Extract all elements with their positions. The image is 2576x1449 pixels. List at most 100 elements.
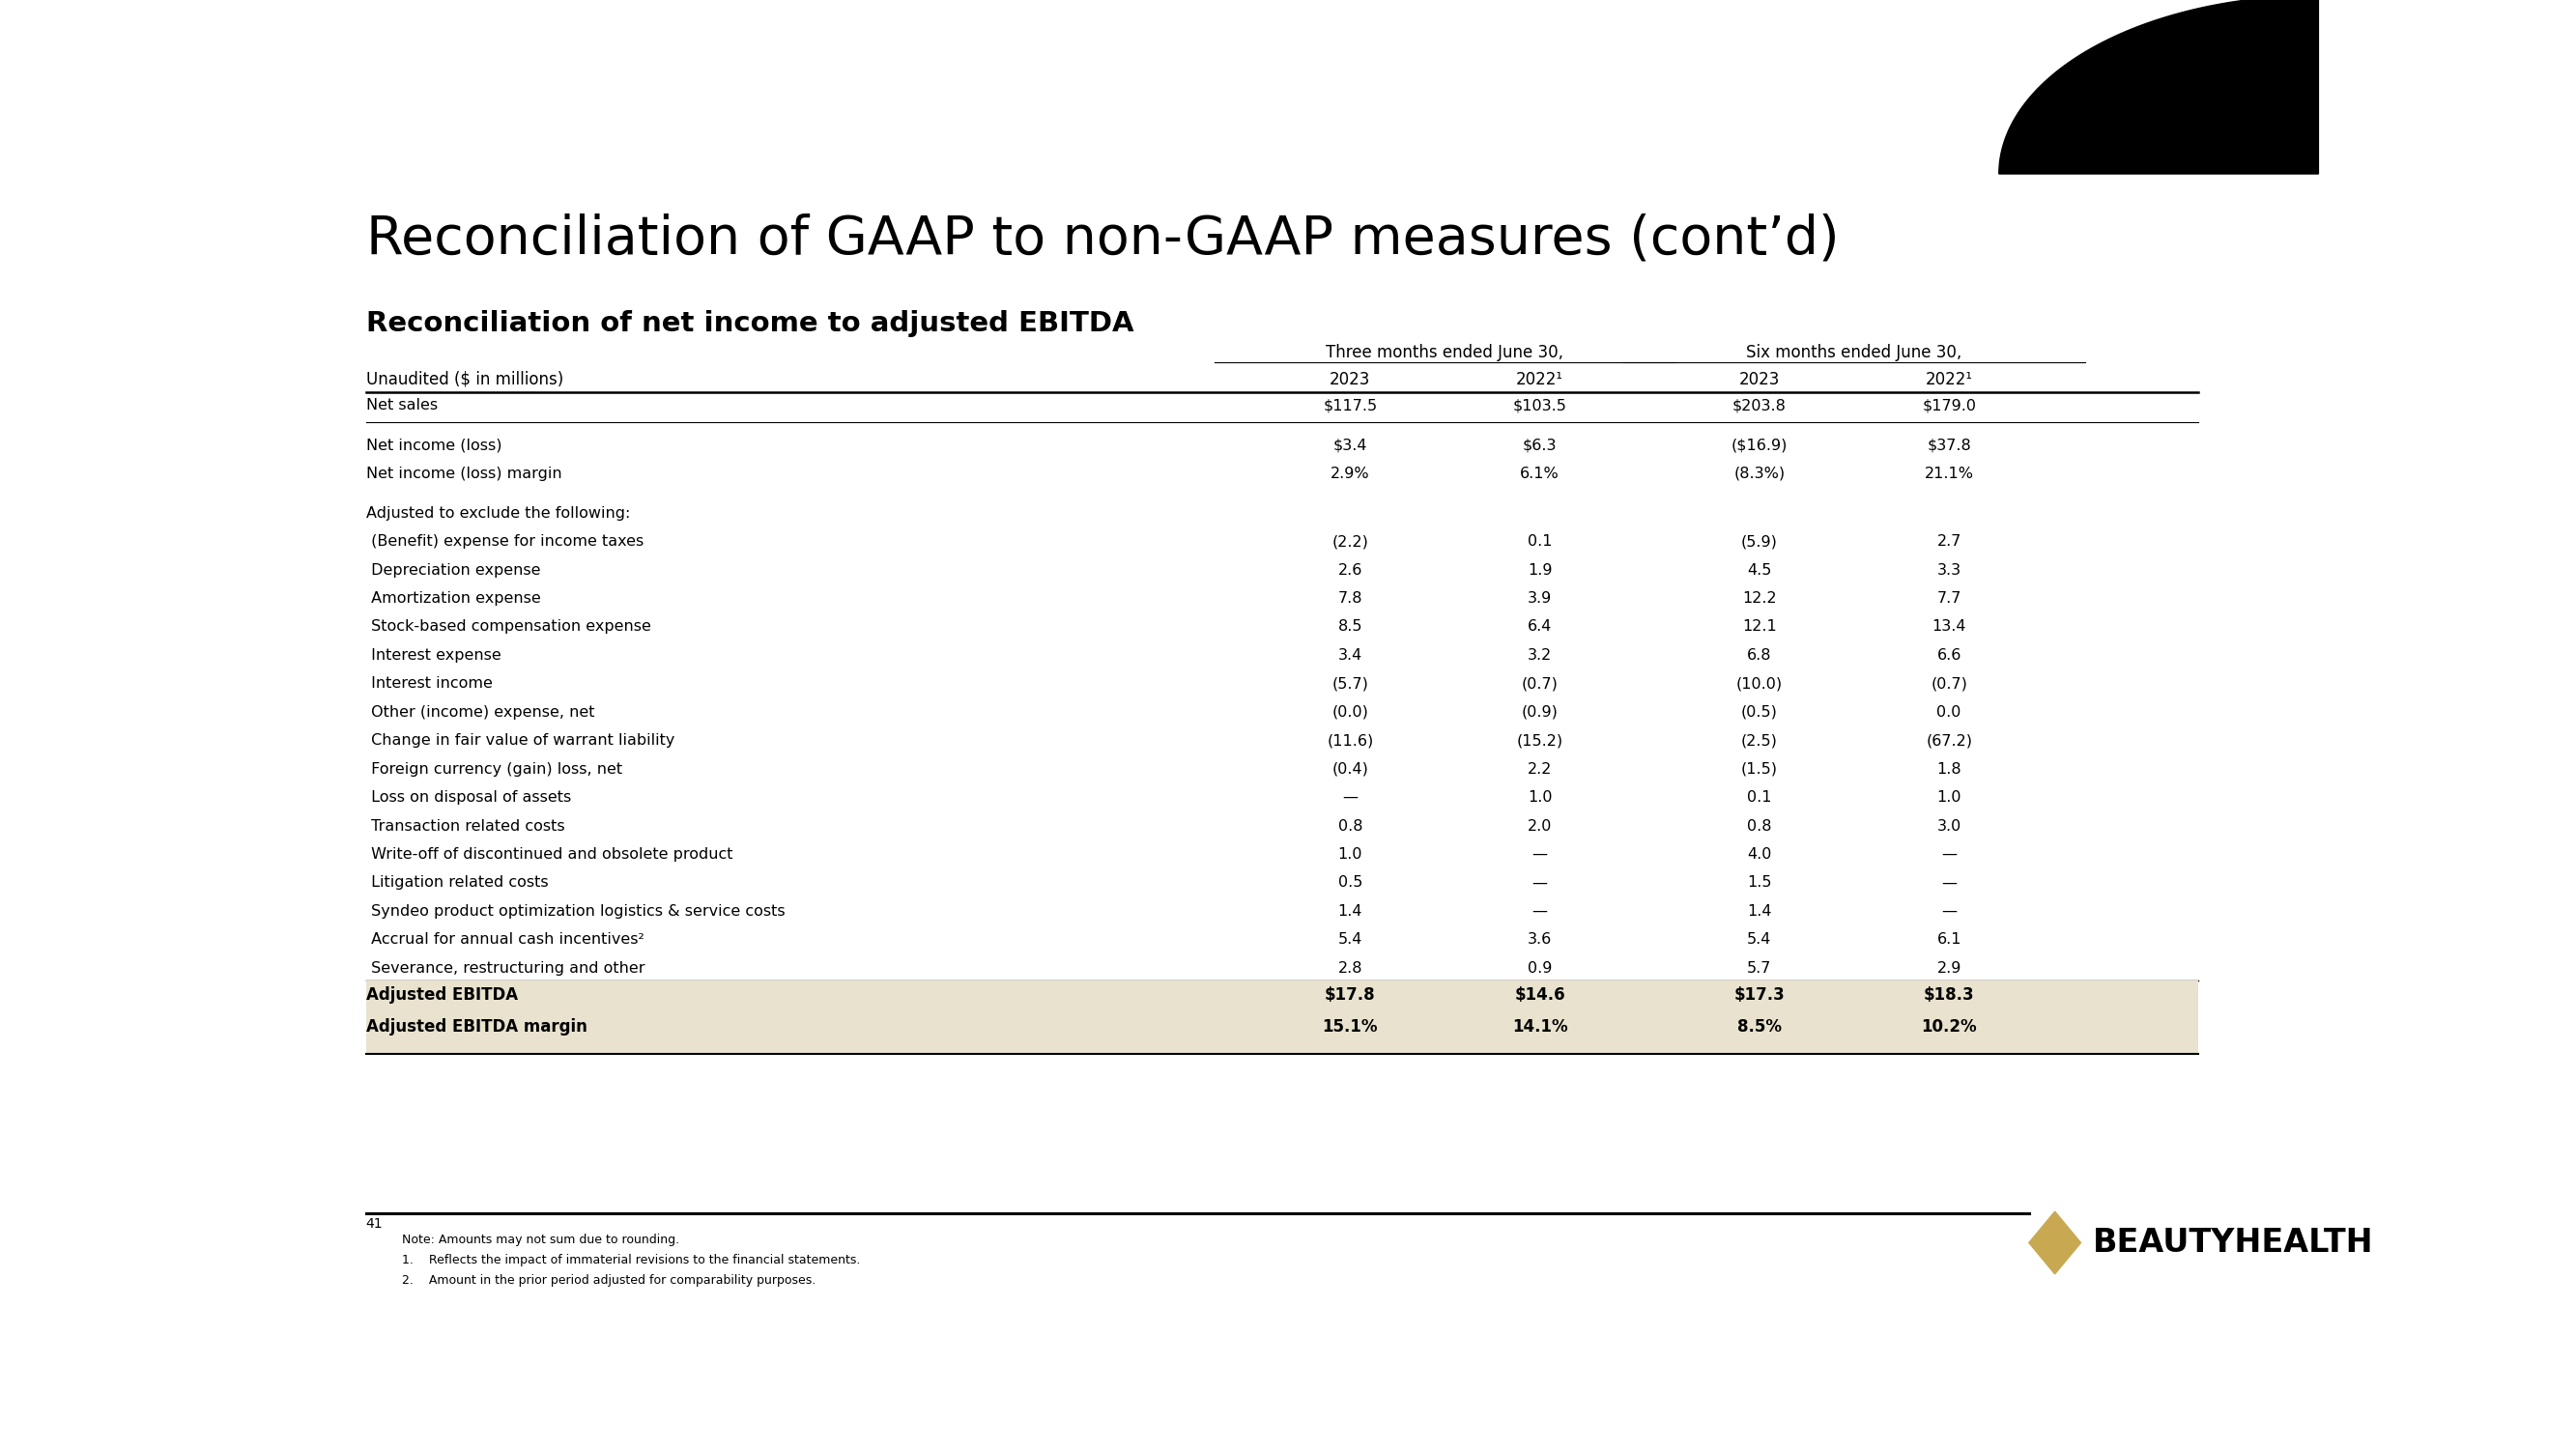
Text: Foreign currency (gain) loss, net: Foreign currency (gain) loss, net bbox=[366, 762, 621, 777]
Text: 0.8: 0.8 bbox=[1747, 819, 1772, 833]
Text: 2023: 2023 bbox=[1329, 371, 1370, 388]
Text: Net sales: Net sales bbox=[366, 398, 438, 413]
Text: 2.7: 2.7 bbox=[1937, 535, 1960, 549]
Text: 2.2: 2.2 bbox=[1528, 762, 1553, 777]
Text: 3.3: 3.3 bbox=[1937, 562, 1960, 577]
Text: $18.3: $18.3 bbox=[1924, 987, 1973, 1004]
Text: $103.5: $103.5 bbox=[1512, 398, 1566, 413]
Text: —: — bbox=[1942, 848, 1958, 862]
Text: Net income (loss): Net income (loss) bbox=[366, 438, 502, 452]
Text: (2.2): (2.2) bbox=[1332, 535, 1368, 549]
Text: Accrual for annual cash incentives²: Accrual for annual cash incentives² bbox=[366, 933, 644, 948]
Text: Adjusted EBITDA margin: Adjusted EBITDA margin bbox=[366, 1019, 587, 1036]
Text: 12.1: 12.1 bbox=[1741, 620, 1777, 635]
Text: 0.0: 0.0 bbox=[1937, 706, 1960, 720]
Text: 21.1%: 21.1% bbox=[1924, 467, 1973, 481]
Text: Change in fair value of warrant liability: Change in fair value of warrant liabilit… bbox=[366, 733, 675, 748]
Text: (8.3%): (8.3%) bbox=[1734, 467, 1785, 481]
Text: 2.9%: 2.9% bbox=[1332, 467, 1370, 481]
Text: $179.0: $179.0 bbox=[1922, 398, 1976, 413]
Text: 2.8: 2.8 bbox=[1337, 961, 1363, 975]
Text: Litigation related costs: Litigation related costs bbox=[366, 875, 549, 890]
Text: (2.5): (2.5) bbox=[1741, 733, 1777, 748]
Text: (0.9): (0.9) bbox=[1522, 706, 1558, 720]
Polygon shape bbox=[2030, 1211, 2081, 1274]
Text: 1.0: 1.0 bbox=[1528, 790, 1553, 804]
Text: Note: Amounts may not sum due to rounding.: Note: Amounts may not sum due to roundin… bbox=[402, 1235, 680, 1246]
Text: 6.4: 6.4 bbox=[1528, 620, 1553, 635]
Text: 1.0: 1.0 bbox=[1337, 848, 1363, 862]
Text: Syndeo product optimization logistics & service costs: Syndeo product optimization logistics & … bbox=[366, 904, 786, 919]
Text: $117.5: $117.5 bbox=[1324, 398, 1378, 413]
Text: 6.1: 6.1 bbox=[1937, 933, 1960, 948]
Text: Severance, restructuring and other: Severance, restructuring and other bbox=[366, 961, 644, 975]
Text: $14.6: $14.6 bbox=[1515, 987, 1566, 1004]
Text: Loss on disposal of assets: Loss on disposal of assets bbox=[366, 790, 572, 804]
Text: 3.9: 3.9 bbox=[1528, 591, 1551, 606]
Text: 1.4: 1.4 bbox=[1337, 904, 1363, 919]
Polygon shape bbox=[1999, 0, 2318, 174]
Text: 8.5%: 8.5% bbox=[1736, 1019, 1783, 1036]
Text: 5.4: 5.4 bbox=[1747, 933, 1772, 948]
Text: —: — bbox=[1342, 790, 1358, 804]
Text: 6.6: 6.6 bbox=[1937, 648, 1960, 662]
Text: (15.2): (15.2) bbox=[1517, 733, 1564, 748]
Text: Adjusted EBITDA: Adjusted EBITDA bbox=[366, 987, 518, 1004]
Text: $203.8: $203.8 bbox=[1734, 398, 1785, 413]
Text: 1.5: 1.5 bbox=[1747, 875, 1772, 890]
Bar bbox=[366, 981, 2200, 1053]
Text: (10.0): (10.0) bbox=[1736, 677, 1783, 691]
Text: 3.4: 3.4 bbox=[1337, 648, 1363, 662]
Text: 3.0: 3.0 bbox=[1937, 819, 1960, 833]
Text: 7.8: 7.8 bbox=[1337, 591, 1363, 606]
Text: (0.5): (0.5) bbox=[1741, 706, 1777, 720]
Text: (0.4): (0.4) bbox=[1332, 762, 1368, 777]
Text: Three months ended June 30,: Three months ended June 30, bbox=[1327, 343, 1564, 361]
Text: 7.7: 7.7 bbox=[1937, 591, 1960, 606]
Text: 2022¹: 2022¹ bbox=[1517, 371, 1564, 388]
Text: 10.2%: 10.2% bbox=[1922, 1019, 1976, 1036]
Text: 2.0: 2.0 bbox=[1528, 819, 1553, 833]
Text: (Benefit) expense for income taxes: (Benefit) expense for income taxes bbox=[366, 535, 644, 549]
Text: 2023: 2023 bbox=[1739, 371, 1780, 388]
Text: (67.2): (67.2) bbox=[1927, 733, 1973, 748]
Text: $37.8: $37.8 bbox=[1927, 438, 1971, 452]
Text: 3.6: 3.6 bbox=[1528, 933, 1551, 948]
Text: Stock-based compensation expense: Stock-based compensation expense bbox=[366, 620, 652, 635]
Text: Net income (loss) margin: Net income (loss) margin bbox=[366, 467, 562, 481]
Text: 2.9: 2.9 bbox=[1937, 961, 1960, 975]
Text: 6.8: 6.8 bbox=[1747, 648, 1772, 662]
Text: 2.    Amount in the prior period adjusted for comparability purposes.: 2. Amount in the prior period adjusted f… bbox=[402, 1274, 817, 1287]
Text: BEAUTYHEALTH: BEAUTYHEALTH bbox=[2092, 1227, 2372, 1259]
Text: 1.    Reflects the impact of immaterial revisions to the financial statements.: 1. Reflects the impact of immaterial rev… bbox=[402, 1253, 860, 1266]
Text: Adjusted to exclude the following:: Adjusted to exclude the following: bbox=[366, 506, 631, 520]
Text: (11.6): (11.6) bbox=[1327, 733, 1373, 748]
Text: $17.3: $17.3 bbox=[1734, 987, 1785, 1004]
Text: (5.9): (5.9) bbox=[1741, 535, 1777, 549]
Text: 12.2: 12.2 bbox=[1741, 591, 1777, 606]
Text: 14.1%: 14.1% bbox=[1512, 1019, 1569, 1036]
Text: 1.8: 1.8 bbox=[1937, 762, 1960, 777]
Text: 2.6: 2.6 bbox=[1337, 562, 1363, 577]
Text: 5.7: 5.7 bbox=[1747, 961, 1772, 975]
Text: Transaction related costs: Transaction related costs bbox=[366, 819, 564, 833]
Text: 0.1: 0.1 bbox=[1747, 790, 1772, 804]
Text: Interest expense: Interest expense bbox=[366, 648, 500, 662]
Text: (0.7): (0.7) bbox=[1522, 677, 1558, 691]
Text: Six months ended June 30,: Six months ended June 30, bbox=[1747, 343, 1963, 361]
Text: 0.8: 0.8 bbox=[1337, 819, 1363, 833]
Text: Write-off of discontinued and obsolete product: Write-off of discontinued and obsolete p… bbox=[366, 848, 732, 862]
Text: Unaudited ($ in millions): Unaudited ($ in millions) bbox=[366, 371, 564, 388]
Text: 0.1: 0.1 bbox=[1528, 535, 1553, 549]
Text: 13.4: 13.4 bbox=[1932, 620, 1965, 635]
Text: $17.8: $17.8 bbox=[1324, 987, 1376, 1004]
Text: —: — bbox=[1533, 875, 1548, 890]
Text: ($16.9): ($16.9) bbox=[1731, 438, 1788, 452]
Text: 0.9: 0.9 bbox=[1528, 961, 1553, 975]
Text: 1.9: 1.9 bbox=[1528, 562, 1553, 577]
Text: 41: 41 bbox=[366, 1217, 384, 1230]
Text: —: — bbox=[1533, 848, 1548, 862]
Text: $6.3: $6.3 bbox=[1522, 438, 1556, 452]
Text: $3.4: $3.4 bbox=[1332, 438, 1368, 452]
Text: (0.7): (0.7) bbox=[1932, 677, 1968, 691]
